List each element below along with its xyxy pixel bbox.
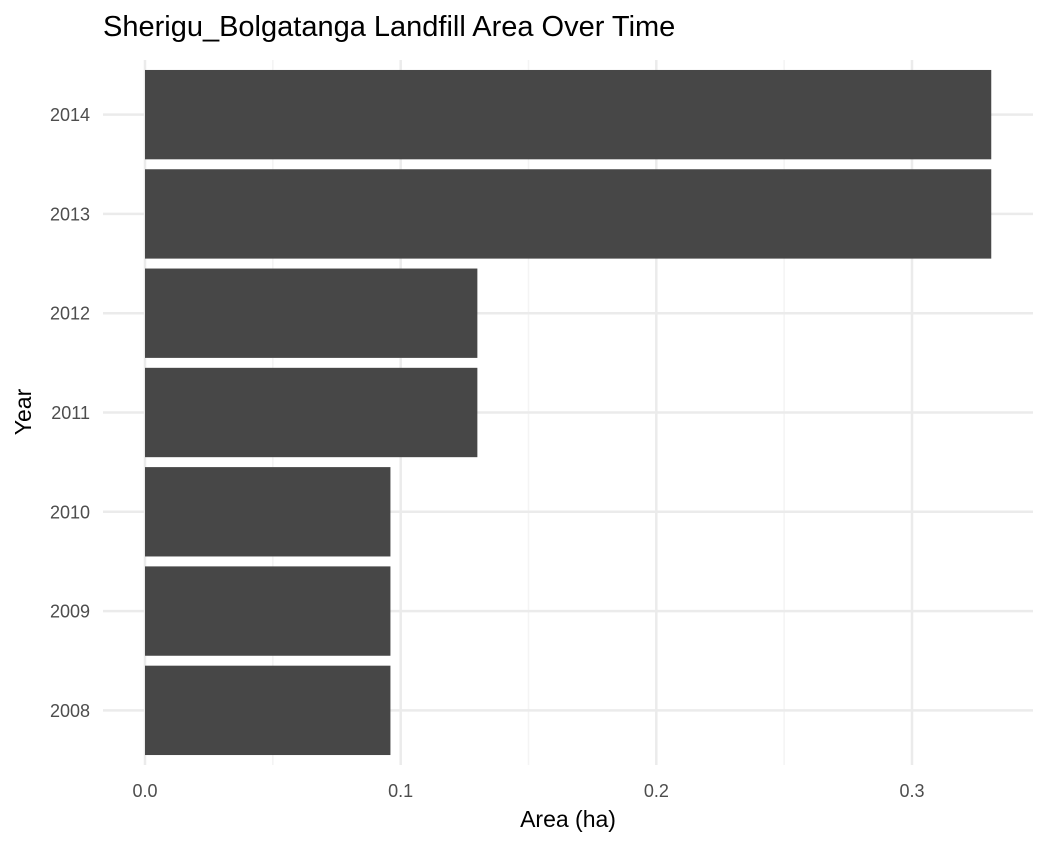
y-axis-title: Year	[10, 388, 36, 435]
bar-2010	[145, 467, 391, 557]
y-tick-label: 2013	[50, 204, 90, 224]
y-tick-label: 2014	[50, 105, 90, 125]
bars	[145, 69, 992, 756]
y-tick-label: 2011	[51, 403, 90, 423]
bar-2008	[145, 665, 391, 756]
x-tick-label: 0.0	[132, 781, 157, 801]
bar-2011	[145, 367, 478, 458]
y-tick-label: 2010	[50, 502, 90, 522]
y-tick-label: 2008	[50, 701, 90, 721]
chart-title: Sherigu_Bolgatanga Landfill Area Over Ti…	[103, 11, 675, 43]
x-tick-label: 0.1	[388, 781, 413, 801]
y-tick-label: 2009	[50, 602, 90, 622]
x-axis-tick-labels: 0.0 0.1 0.2 0.3	[132, 781, 924, 801]
y-tick-label: 2012	[50, 304, 90, 324]
x-tick-label: 0.3	[899, 781, 924, 801]
x-tick-label: 0.2	[644, 781, 669, 801]
x-axis-title: Area (ha)	[520, 806, 616, 832]
bar-2014	[145, 69, 992, 160]
bar-2012	[145, 268, 478, 358]
y-axis-tick-labels: 2008 2009 2010 2011 2012 2013 2014	[50, 105, 90, 721]
bar-2013	[145, 169, 992, 259]
bar-2009	[145, 566, 391, 656]
